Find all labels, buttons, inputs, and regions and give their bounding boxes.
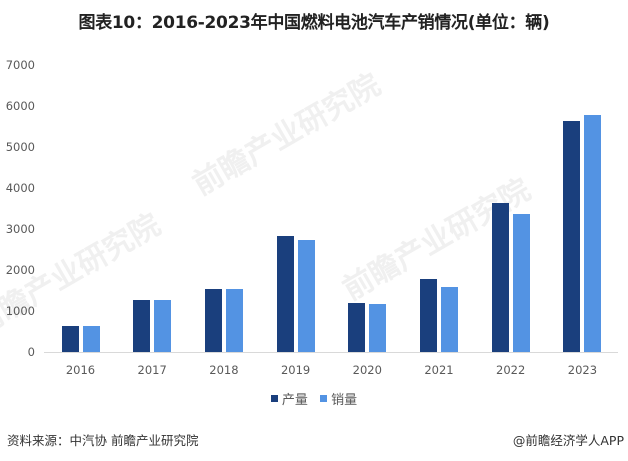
y-tick-label: 0 — [27, 345, 35, 359]
legend-swatch-production — [270, 395, 278, 402]
bar-production-2016 — [61, 326, 79, 352]
y-tick-label: 4000 — [5, 181, 35, 195]
bar-production-2019 — [276, 235, 294, 352]
credit-note: @前瞻经济学人APP — [512, 433, 624, 448]
legend-swatch-sales — [320, 395, 328, 402]
y-tick-label: 1000 — [5, 304, 35, 318]
bar-sales-2022 — [512, 213, 530, 352]
x-axis-line — [44, 352, 618, 353]
x-tick-label: 2023 — [567, 363, 598, 377]
bar-production-2018 — [204, 289, 222, 352]
legend-item-sales: 销量 — [320, 389, 357, 408]
bar-sales-2020 — [369, 303, 387, 352]
bar-production-2022 — [491, 203, 509, 352]
x-tick-label: 2021 — [424, 363, 454, 377]
bar-production-2023 — [563, 121, 581, 352]
bar-sales-2017 — [154, 299, 172, 352]
legend-item-production: 产量 — [270, 389, 308, 408]
x-tick-label: 2016 — [65, 363, 96, 377]
y-tick-label: 6000 — [5, 99, 35, 113]
x-tick-label: 2017 — [137, 363, 167, 377]
bar-production-2021 — [420, 279, 437, 352]
x-tick-label: 2018 — [209, 363, 239, 377]
y-tick-label: 3000 — [5, 222, 35, 236]
y-tick-label: 2000 — [5, 263, 35, 277]
bar-production-2017 — [133, 299, 151, 352]
x-tick-label: 2020 — [352, 363, 382, 377]
bar-sales-2021 — [441, 286, 458, 352]
legend-label: 产量 — [281, 393, 308, 408]
legend: 产量 销量 — [0, 389, 628, 408]
source-note: 资料来源：中汽协 前瞻产业研究院 — [7, 433, 199, 448]
bar-production-2020 — [348, 302, 366, 352]
bar-sales-2018 — [225, 289, 243, 352]
watermark: 前瞻产业研究院 — [187, 67, 387, 203]
bar-sales-2023 — [584, 114, 602, 352]
bar-sales-2019 — [297, 239, 315, 352]
x-tick-label: 2019 — [280, 363, 311, 377]
bar-sales-2016 — [82, 326, 100, 352]
x-tick-label: 2022 — [496, 363, 526, 377]
chart-title: 图表10：2016-2023年中国燃料电池汽车产销情况(单位：辆) — [78, 13, 550, 33]
y-tick-label: 5000 — [5, 140, 35, 154]
y-tick-label: 7000 — [5, 58, 35, 72]
legend-label: 销量 — [331, 393, 358, 408]
